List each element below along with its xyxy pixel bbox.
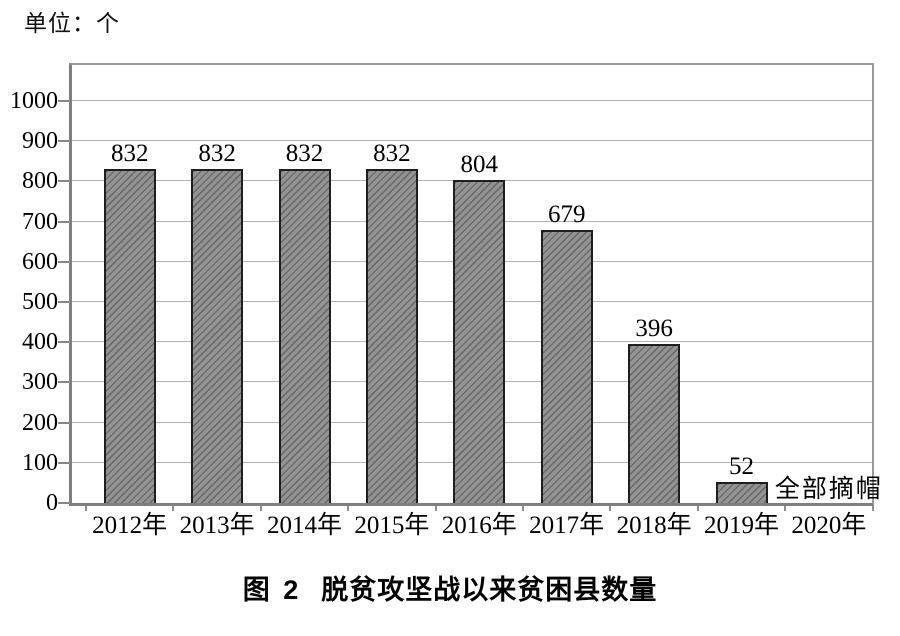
x-axis-tick: [784, 506, 787, 511]
bar-value-label: 679: [547, 201, 586, 228]
y-axis-tick-label: 100: [22, 449, 58, 476]
bar-value-label: 832: [285, 140, 324, 167]
x-axis-label: 2014年: [266, 512, 343, 539]
y-axis-tick-label: 500: [22, 289, 58, 315]
figure-caption: 图 2 脱贫攻坚战以来贫困县数量: [0, 574, 900, 606]
gridline-900: [72, 140, 872, 142]
y-axis-tick-label: 1000: [10, 88, 58, 114]
bar-2013年: [191, 169, 244, 503]
y-axis-tick: [58, 461, 71, 464]
y-axis-tick-label: 900: [22, 128, 58, 155]
y-axis-tick-label: 300: [22, 369, 58, 396]
y-axis-tick: [58, 381, 71, 384]
x-axis-tick: [347, 506, 350, 511]
bar-value-label: 804: [460, 151, 499, 178]
y-axis-tick: [58, 260, 71, 263]
caption-title: 脱贫攻坚战以来贫困县数量: [321, 575, 658, 605]
x-axis-tick: [871, 506, 874, 511]
y-axis-tick: [58, 301, 71, 303]
bar-2018年: [628, 344, 681, 503]
y-axis-tick-label: 0: [46, 490, 58, 516]
x-axis-tick: [434, 506, 437, 511]
bar-value-label: 396: [635, 315, 673, 342]
x-axis-label: 2018年: [616, 512, 692, 539]
x-axis-label: 2016年: [441, 512, 517, 539]
y-axis-tick-label: 400: [22, 329, 58, 356]
x-axis-tick: [85, 506, 87, 511]
y-axis-tick: [58, 180, 71, 183]
bar-2015年: [365, 169, 418, 503]
x-axis-label: 2019年: [703, 512, 780, 539]
bar-2019年: [715, 482, 768, 503]
y-axis-tick: [58, 341, 71, 344]
bar-value-label: 832: [198, 140, 236, 167]
bar-2016年: [453, 180, 506, 503]
y-axis-tick-label: 600: [22, 248, 58, 275]
x-axis-tick: [172, 506, 175, 511]
caption-number: 图 2: [242, 575, 302, 605]
x-axis-label: 2020年: [791, 512, 867, 539]
plot-area: [69, 63, 874, 506]
x-axis-tick: [522, 506, 524, 511]
x-axis-tick: [259, 506, 262, 511]
x-axis-label: 2012年: [92, 512, 168, 539]
y-axis-tick: [58, 100, 71, 102]
bar-value-label: 52: [729, 453, 754, 480]
x-axis-tick: [609, 506, 612, 511]
x-axis-tick: [696, 506, 699, 511]
y-axis-tick-label: 800: [22, 168, 58, 195]
y-axis-tick: [58, 140, 71, 143]
annotation-label: 全部摘帽: [774, 476, 883, 503]
x-axis-label: 2017年: [529, 512, 605, 539]
bar-value-label: 832: [110, 140, 149, 167]
unit-label: 单位：个: [24, 11, 120, 36]
y-axis-tick-label: 700: [22, 208, 58, 235]
bar-value-label: 832: [373, 140, 411, 167]
y-axis-tick: [58, 421, 71, 424]
bar-2014年: [278, 169, 331, 503]
gridline-1000: [72, 100, 872, 101]
bar-2012年: [103, 169, 156, 503]
y-axis-tick-label: 200: [22, 409, 58, 436]
y-axis-tick: [58, 502, 71, 504]
bar-2017年: [540, 230, 593, 503]
y-axis-tick: [58, 220, 71, 223]
x-axis-label: 2013年: [179, 512, 255, 539]
x-axis-label: 2015年: [354, 512, 430, 539]
